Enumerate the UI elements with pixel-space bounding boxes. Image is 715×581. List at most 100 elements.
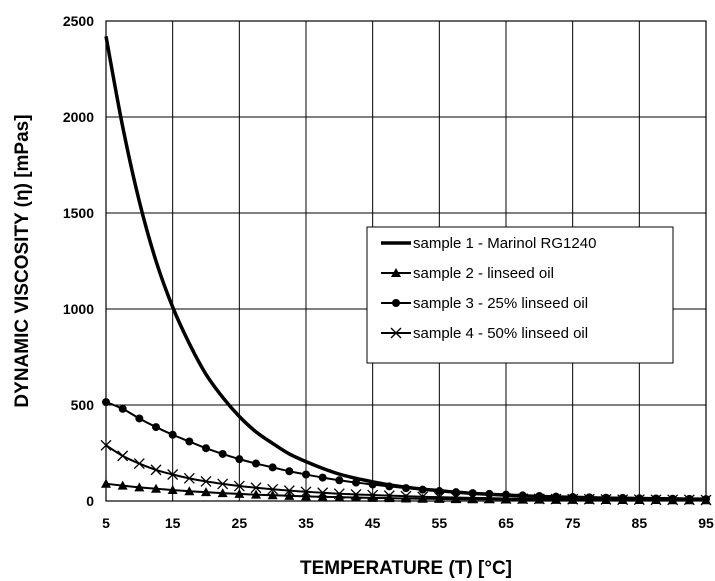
x-tick-label-0: 5 [102, 515, 110, 531]
series-4-point-13 [317, 487, 329, 499]
series-3-point-12 [302, 470, 310, 479]
legend-item-1: sample 1 - Marinol RG1240 [381, 235, 596, 252]
series-4-point-24-stroke-b [500, 493, 512, 504]
legend-label-3: sample 3 - 25% linseed oil [413, 295, 588, 312]
series-2-point-9 [251, 489, 261, 499]
legend-label-2: sample 2 - linseed oil [413, 265, 554, 282]
series-2-point-11 [284, 490, 295, 500]
series-3-point-6 [202, 444, 210, 453]
series-4-point-4-stroke-b [167, 469, 179, 480]
series-4-point-16 [367, 489, 379, 501]
series-3-point-19 [418, 485, 427, 494]
series-2-point-3 [151, 483, 161, 493]
series-4-point-31 [617, 494, 629, 506]
legend-item-2: sample 2 - linseed oil [381, 265, 554, 282]
series-4-point-15 [350, 489, 362, 500]
series-4-point-25 [517, 493, 529, 505]
legend-marker-3 [392, 299, 400, 307]
series-4-point-8 [233, 480, 245, 492]
series-4-point-27 [550, 493, 562, 505]
series-2-point-2 [134, 482, 145, 492]
series-4-point-30 [600, 494, 612, 505]
series-4-point-7 [217, 478, 229, 490]
x-tick-label-7: 75 [565, 515, 581, 531]
x-tick-label-3: 35 [298, 515, 314, 531]
series-3-point-23 [485, 489, 494, 498]
legend-label-1: sample 1 - Marinol RG1240 [413, 235, 596, 252]
series-4-point-32 [633, 494, 645, 506]
series-4-point-1-stroke-b [117, 450, 129, 462]
x-tick-label-6: 65 [498, 515, 514, 531]
series-4-point-29 [583, 493, 595, 505]
series-4 [100, 439, 712, 506]
legend-item-3: sample 3 - 25% linseed oil [381, 295, 588, 312]
y-tick-label-3: 1500 [63, 205, 94, 221]
x-tick-label-5: 55 [432, 515, 448, 531]
y-tick-label-4: 2000 [63, 109, 94, 125]
series-3-point-2 [135, 414, 144, 423]
series-4-point-18-stroke-b [400, 490, 412, 502]
series-2-point-17 [384, 493, 395, 503]
legend-marker-2 [391, 268, 401, 277]
series-4-point-12 [300, 486, 312, 498]
x-tick-label-1: 15 [165, 515, 181, 531]
series-4-point-10-stroke-b [267, 483, 279, 495]
series-3-point-11 [285, 467, 294, 476]
series-4-point-28 [567, 493, 579, 505]
tick-labels: 5 15 25 35 45 55 65 75 85 95 0 500 1000 1500 2000 2500 [63, 13, 714, 531]
y-tick-label-0: 0 [86, 493, 94, 509]
x-tick-label-8: 85 [632, 515, 648, 531]
series-2-point-4 [167, 485, 178, 495]
series-2-point-14 [334, 492, 345, 502]
series-3-point-1 [118, 404, 127, 413]
series-4-point-32-stroke-b [633, 494, 645, 506]
series-4-point-17-stroke-b [383, 490, 395, 502]
series-3-point-7 [218, 449, 227, 458]
series-4-point-33-stroke-b [650, 494, 662, 506]
series-4-point-5 [183, 472, 195, 484]
series-4-point-31-stroke-b [617, 494, 629, 506]
series-4-point-5-stroke-b [183, 472, 195, 484]
series-4-point-18 [400, 490, 412, 502]
series-4-point-17 [383, 490, 395, 502]
y-tick-label-2: 1000 [63, 301, 94, 317]
series-4-point-34 [667, 494, 679, 506]
series-3-point-4 [168, 430, 177, 439]
series-4-point-15-stroke-b [350, 489, 362, 500]
series-4-point-8-stroke-b [233, 480, 245, 492]
x-axis-title: TEMPERATURE (T) [°C] [300, 558, 512, 579]
x-tick-label-2: 25 [232, 515, 248, 531]
series-4-point-12-stroke-b [300, 486, 312, 498]
y-tick-label-5: 2500 [63, 13, 94, 29]
series-4-point-6-stroke-b [200, 475, 212, 487]
series-3-point-21 [452, 488, 460, 497]
series-3-point-18 [402, 484, 410, 493]
series-2-point-13 [317, 491, 328, 501]
legend-marker-4-stroke-b [390, 327, 402, 339]
series-4-point-1 [117, 450, 129, 462]
x-tick-label-9: 95 [698, 515, 714, 531]
series-4-point-30-stroke-b [600, 494, 612, 505]
series-4-point-13-stroke-b [317, 487, 329, 499]
series-3-point-14 [335, 476, 344, 485]
series-4-point-11-stroke-b [283, 485, 295, 497]
series-3-point-20 [435, 487, 444, 496]
series-3 [102, 398, 710, 504]
y-axis-title: DYNAMIC VISCOSITY (η) [mPas] [12, 114, 33, 407]
series-2-point-16 [367, 492, 378, 502]
series-4-point-3 [150, 464, 162, 476]
series-4-point-14-stroke-b [333, 488, 345, 500]
series-4-point-10 [267, 483, 279, 495]
series-4-point-6 [200, 475, 212, 487]
series-4-point-16-stroke-b [367, 489, 379, 501]
legend-label-4: sample 4 - 50% linseed oil [413, 325, 588, 342]
series-2-point-7 [217, 488, 228, 498]
series-4-point-2-stroke-b [133, 458, 145, 470]
series-2-point-6 [201, 487, 211, 497]
series-3-point-17 [385, 482, 394, 491]
series-4-point-9-stroke-b [250, 482, 262, 494]
legend-box [366, 226, 674, 364]
series-3-point-13 [318, 473, 327, 482]
